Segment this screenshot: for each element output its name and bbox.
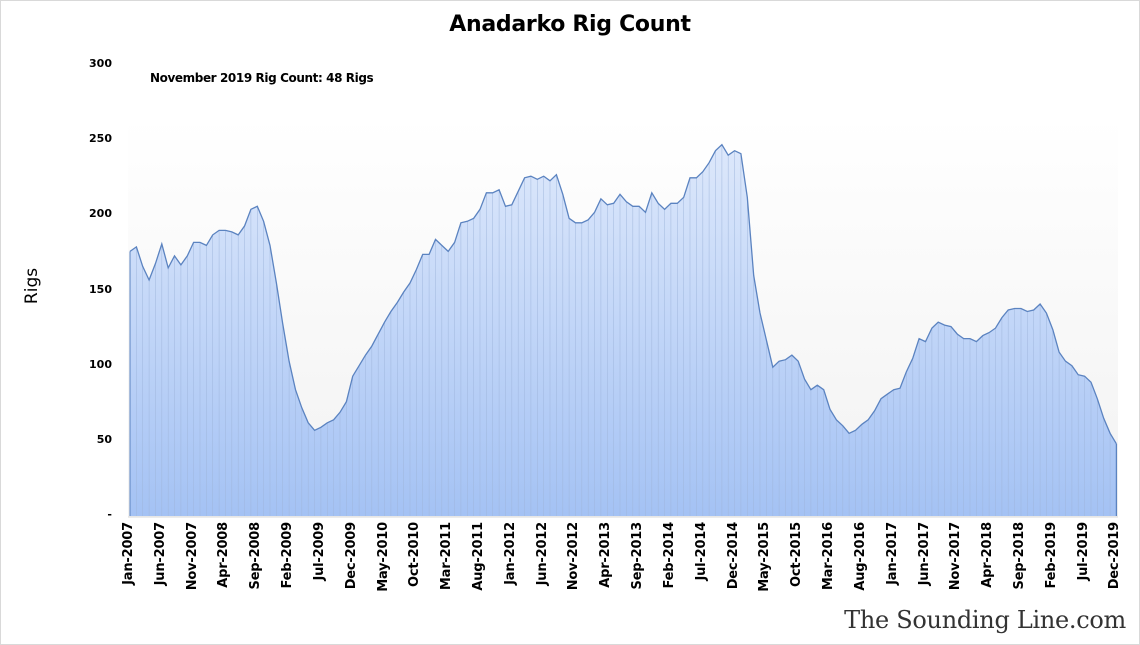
month-gridlines (129, 144, 1111, 516)
y-tick-label: 200 (89, 207, 112, 221)
area-fill (130, 144, 1117, 516)
y-tick-label: 100 (89, 357, 112, 371)
y-tick-label: 150 (89, 282, 112, 296)
latest-count-annotation: November 2019 Rig Count: 48 Rigs (150, 71, 374, 85)
chart-title: Anadarko Rig Count (449, 12, 691, 37)
y-tick-label: 250 (89, 132, 112, 146)
y-tick-label: 300 (89, 57, 112, 70)
watermark: The Sounding Line.com (844, 606, 1126, 634)
y-tick-label: - (107, 508, 112, 521)
rig-count-line (129, 143, 1117, 445)
y-tick-label: 50 (96, 432, 112, 446)
